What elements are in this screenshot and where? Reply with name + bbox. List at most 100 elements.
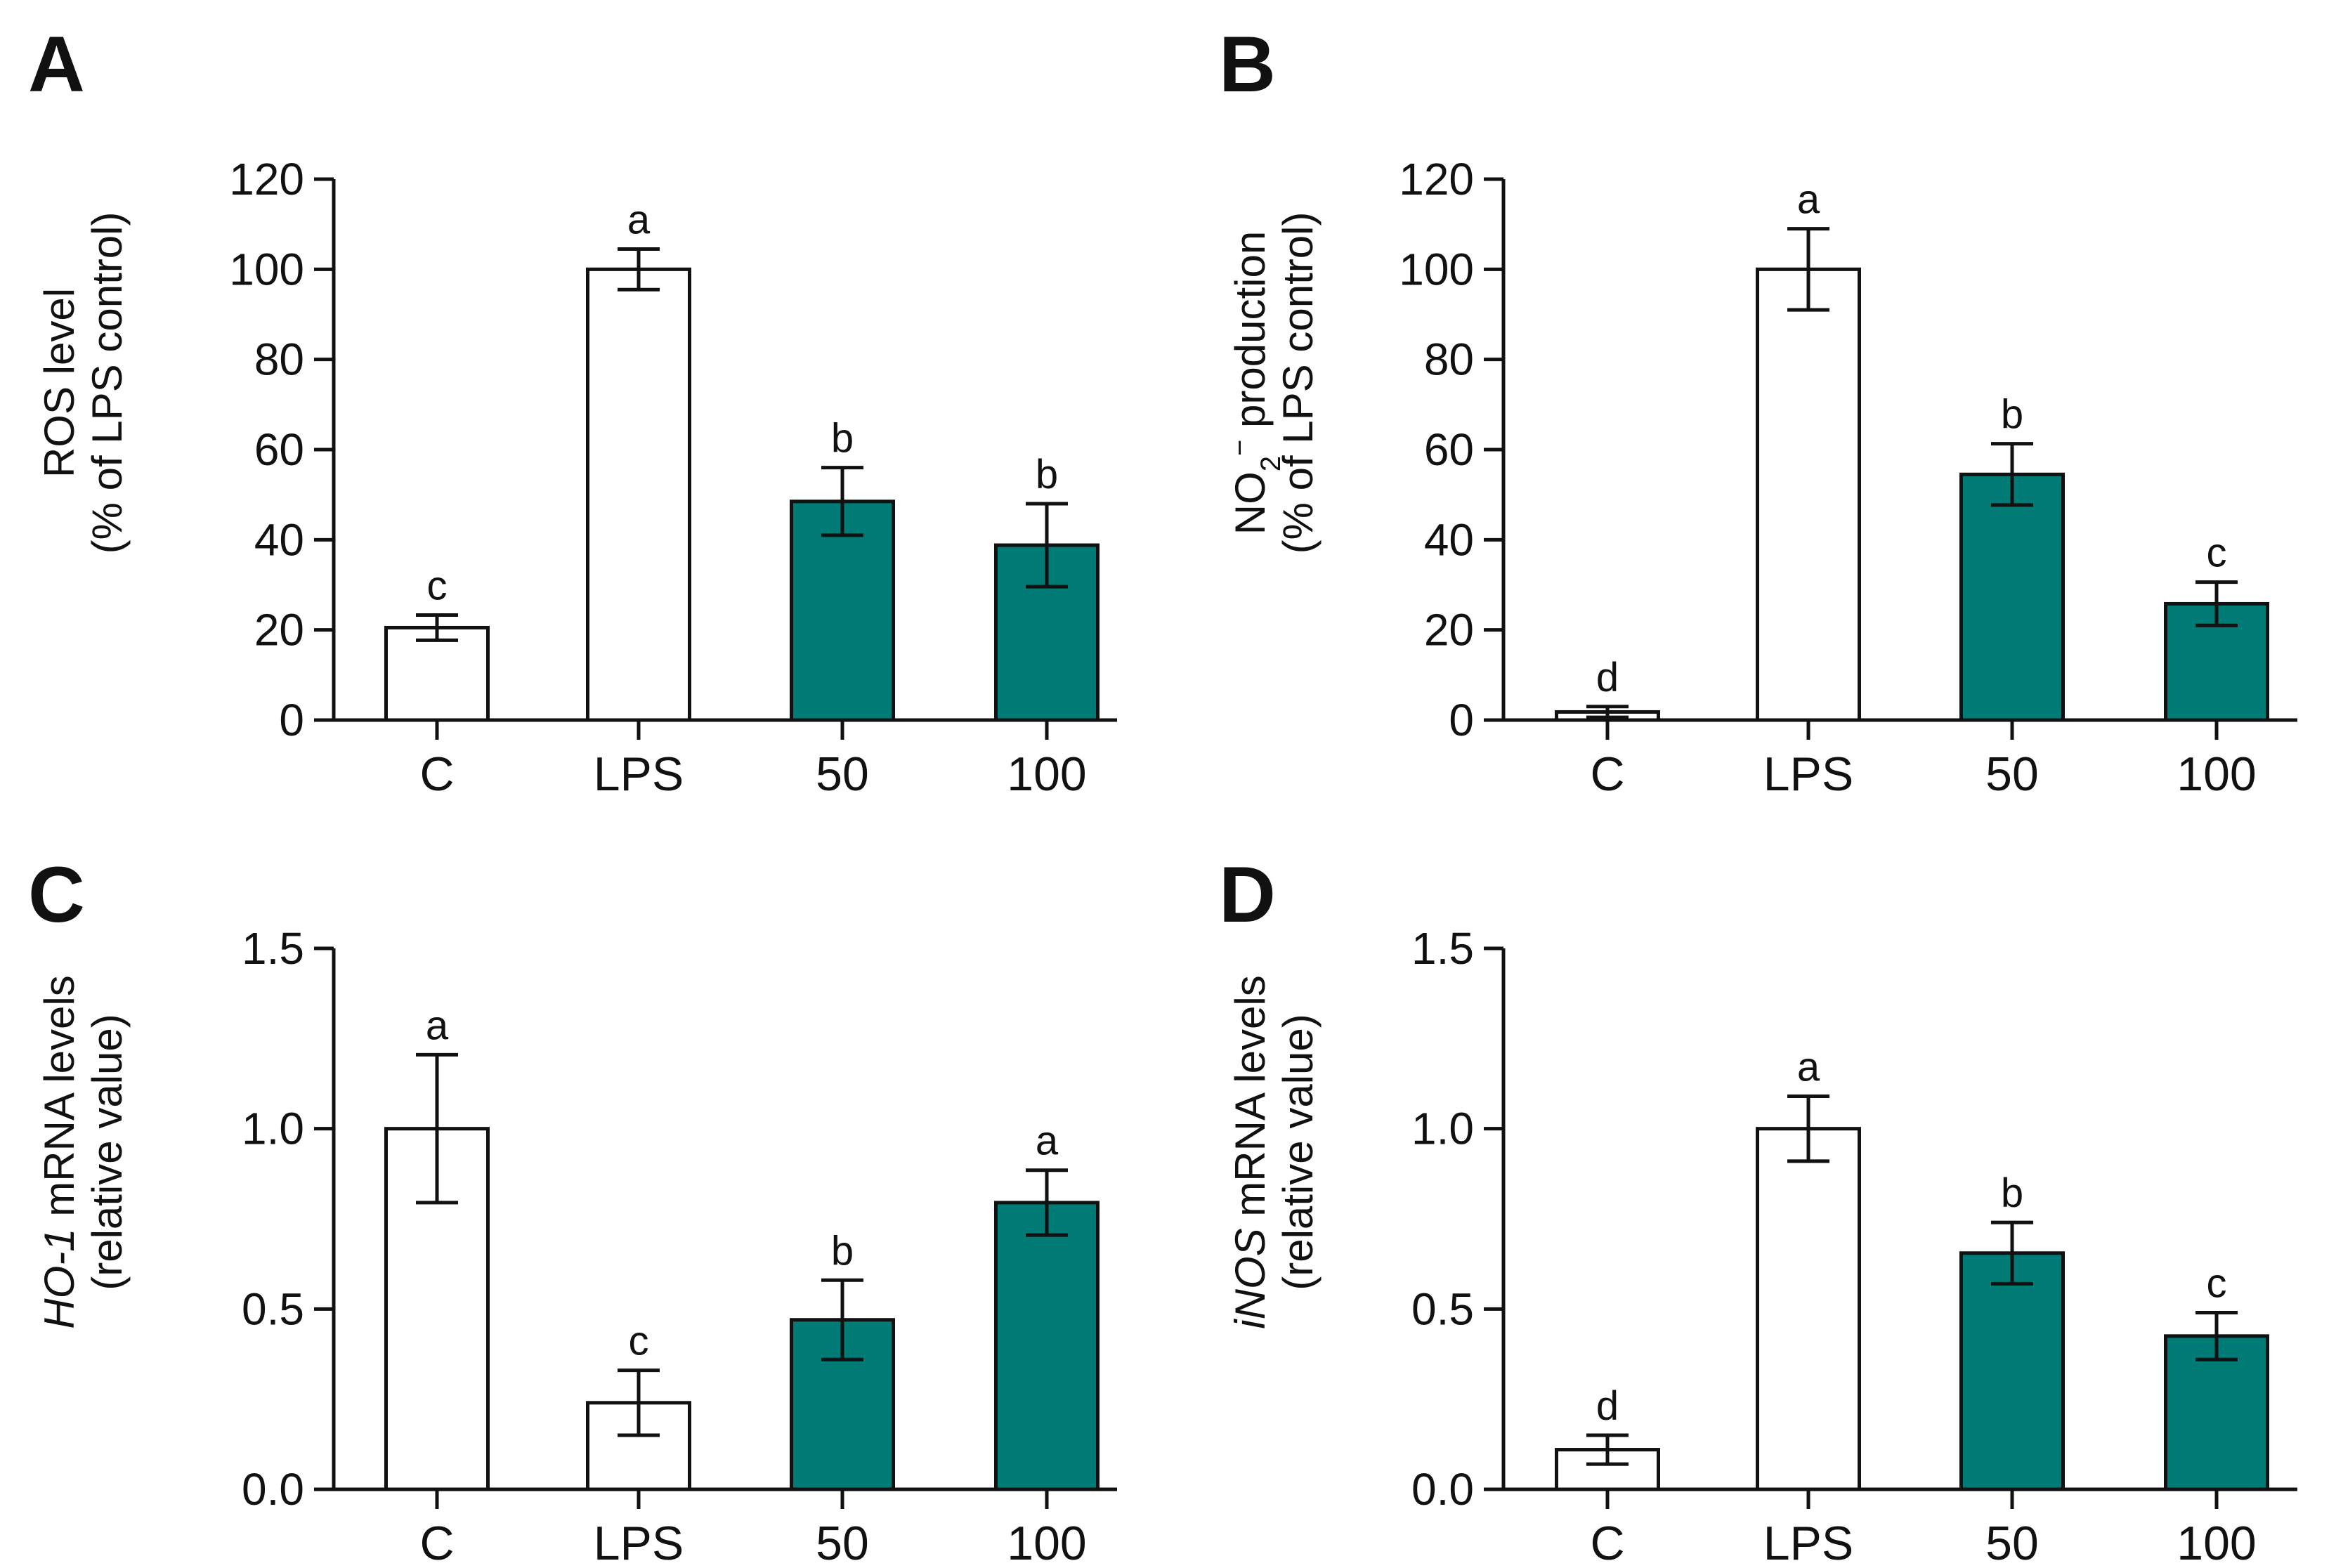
x-category-label-a: LPS <box>594 747 684 801</box>
panel-label-a: A <box>28 20 85 108</box>
y-tick-label-a: 100 <box>229 244 304 294</box>
x-category-label-c: 100 <box>1007 1517 1086 1568</box>
error-bar-inner-b <box>1991 474 2033 507</box>
y-axis-label-d-line1: iNOS mRNA levels <box>1227 975 1274 1328</box>
x-category-label-b: C <box>1590 747 1624 801</box>
panel-d: D iNOS mRNA levels (relative value) 0.00… <box>1219 851 2297 1568</box>
x-category-label-d: 50 <box>1985 1517 2039 1568</box>
panel-a: A ROS level (% of LPS control) 0 20 40 60 80… <box>28 20 1117 801</box>
y-axis-label-d-rest: mRNA levels <box>1227 975 1274 1228</box>
y-axis-label-b-post: production <box>1227 231 1274 440</box>
significance-label-b: c <box>2207 530 2227 576</box>
panel-label-b: B <box>1219 20 1276 108</box>
y-axis-label-c-rest: mRNA levels <box>36 975 83 1228</box>
error-bar-inner-a <box>416 627 458 642</box>
bar-a <box>790 499 895 722</box>
y-axis-label-c-gene: HO-1 <box>36 1228 83 1328</box>
error-bar-inner-a <box>618 269 660 292</box>
x-category-label-d: 100 <box>2177 1517 2256 1568</box>
bar-c <box>790 1318 895 1491</box>
plot-area-d: 0.0 0.5 1.0 1.5 d Ca LPS b 50 c 100 <box>1411 923 2297 1568</box>
y-axis-label-d-gene: iNOS <box>1227 1228 1274 1328</box>
significance-label-a: c <box>427 563 448 608</box>
plot-area-b: 0 20 40 60 80 100 120 d Ca LPS b 50 c 100 <box>1399 154 2297 801</box>
y-axis-label-c: HO-1 mRNA levels (relative value) <box>36 975 131 1328</box>
x-category-label-d: LPS <box>1763 1517 1854 1568</box>
y-axis-label-c-line1: HO-1 mRNA levels <box>36 975 83 1328</box>
y-tick-label-a: 20 <box>254 605 304 655</box>
y-tick-label-c: 0.5 <box>242 1283 304 1334</box>
bar-b <box>1756 267 1861 722</box>
y-tick-label-a: 0 <box>279 695 304 745</box>
error-bar-inner-d <box>2195 1335 2238 1361</box>
y-axis-label-b: NO2− production (% of LPS control) <box>1225 212 1322 554</box>
significance-label-c: c <box>629 1319 649 1364</box>
y-tick-label-c: 0.0 <box>242 1464 304 1515</box>
bar-d <box>1959 1251 2065 1491</box>
y-axis-label-a-line1: ROS level <box>36 288 83 478</box>
y-axis-label-b-sup: − <box>1225 440 1255 456</box>
bar-a <box>384 625 490 722</box>
significance-label-d: c <box>2207 1260 2227 1306</box>
y-axis-label-d: iNOS mRNA levels (relative value) <box>1227 975 1322 1328</box>
y-axis-label-c-line2: (relative value) <box>84 1014 131 1291</box>
significance-label-d: a <box>1797 1044 1820 1090</box>
y-tick-label-c: 1.5 <box>242 923 304 974</box>
y-tick-label-a: 80 <box>254 334 304 385</box>
plot-area-c: 0.0 0.5 1.0 1.5 a Cc LPS b 50 a 100 <box>242 923 1117 1568</box>
y-tick-label-b: 0 <box>1449 695 1474 745</box>
error-bar-inner-d <box>1586 1449 1629 1466</box>
plot-area-a: 0 20 40 60 80 100 120 c Ca LPS b 50 b 100 <box>229 154 1117 801</box>
x-category-label-a: 50 <box>816 747 869 801</box>
error-bar-inner-c <box>416 1128 458 1205</box>
x-category-label-a: C <box>419 747 454 801</box>
y-tick-label-d: 1.0 <box>1411 1104 1474 1154</box>
significance-label-c: a <box>1036 1118 1059 1164</box>
y-tick-label-d: 1.5 <box>1411 923 1474 974</box>
x-category-label-c: C <box>419 1517 454 1568</box>
y-tick-label-c: 1.0 <box>242 1104 304 1154</box>
significance-label-d: d <box>1596 1383 1619 1429</box>
y-axis-label-a-line2: (% of LPS control) <box>84 212 131 554</box>
y-axis-label-b-line2: (% of LPS control) <box>1274 212 1322 554</box>
y-axis-label-b-pre: NO <box>1227 471 1274 535</box>
y-axis-label-a: ROS level (% of LPS control) <box>36 212 131 554</box>
y-tick-label-b: 120 <box>1399 154 1474 204</box>
y-tick-label-a: 60 <box>254 424 304 475</box>
error-bar-inner-b <box>2195 603 2238 627</box>
significance-label-b: d <box>1596 655 1619 700</box>
significance-label-b: b <box>2001 392 2023 438</box>
panel-c: C HO-1 mRNA levels (relative value) 0.0 0… <box>28 851 1117 1568</box>
y-axis-label-d-line2: (relative value) <box>1274 1014 1322 1291</box>
error-bar-inner-d <box>1991 1253 2033 1286</box>
panel-label-d: D <box>1219 851 1276 939</box>
y-axis-label-b-line1: NO2− production <box>1225 231 1286 535</box>
error-bar-inner-c <box>1026 1202 1068 1237</box>
bar-d <box>2164 1334 2269 1491</box>
y-tick-label-b: 40 <box>1424 514 1474 565</box>
x-category-label-d: C <box>1590 1517 1624 1568</box>
significance-label-a: a <box>627 197 651 242</box>
panel-b: B NO2− production (% of LPS control) 0 20… <box>1219 20 2297 801</box>
x-category-label-b: LPS <box>1763 747 1854 801</box>
y-tick-label-a: 40 <box>254 514 304 565</box>
y-tick-label-b: 60 <box>1424 424 1474 475</box>
significance-label-a: b <box>831 416 854 462</box>
bar-d <box>1756 1127 1861 1491</box>
y-tick-label-d: 0.5 <box>1411 1283 1474 1334</box>
y-tick-label-b: 80 <box>1424 334 1474 385</box>
error-bar-inner-b <box>1787 269 1829 312</box>
bar-c <box>994 1201 1100 1491</box>
x-category-label-a: 100 <box>1007 747 1086 801</box>
y-tick-label-b: 20 <box>1424 605 1474 655</box>
error-bar-inner-a <box>821 501 863 537</box>
error-bar-inner-c <box>821 1319 863 1361</box>
x-category-label-b: 50 <box>1985 747 2039 801</box>
error-bar-inner-a <box>1026 545 1068 589</box>
error-bar-inner-d <box>1787 1128 1829 1163</box>
y-tick-label-a: 120 <box>229 154 304 204</box>
significance-label-c: b <box>831 1228 854 1274</box>
bar-c <box>384 1127 490 1491</box>
significance-label-a: b <box>1036 452 1058 497</box>
